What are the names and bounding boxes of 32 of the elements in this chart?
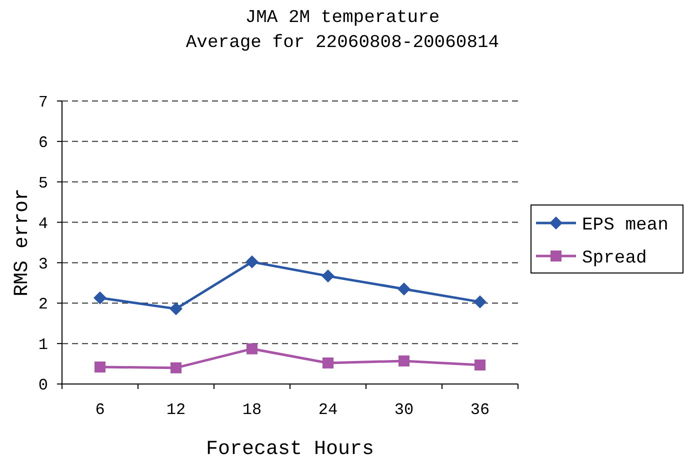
point <box>170 302 182 316</box>
x-tick-label: 6 <box>95 401 105 419</box>
y-tick-label: 5 <box>38 174 48 192</box>
point <box>94 362 106 373</box>
x-tick-label: 36 <box>470 401 490 419</box>
point <box>170 362 182 374</box>
point <box>322 357 334 368</box>
point <box>322 270 334 283</box>
y-tick-label: 4 <box>38 214 48 233</box>
x-tick-label: 30 <box>394 401 414 419</box>
legend-label: EPS mean <box>582 215 668 236</box>
x-tick-label: 18 <box>242 401 262 419</box>
chart-title: JMA 2M temperature <box>245 8 440 28</box>
point <box>474 360 486 370</box>
point <box>246 255 258 268</box>
y-tick-label: 3 <box>38 255 48 274</box>
y-tick-label: 1 <box>38 336 48 354</box>
x-axis-title: Forecast Hours <box>206 438 374 461</box>
point <box>246 343 258 354</box>
chart-subtitle: Average for 22060808-20060814 <box>186 33 500 53</box>
point <box>398 355 410 366</box>
x-tick-label: 24 <box>318 401 338 419</box>
point <box>94 291 106 304</box>
y-axis-title: RMS error <box>11 188 34 297</box>
point <box>398 282 410 296</box>
legend-label: Spread <box>582 248 647 268</box>
y-tick-label: 6 <box>38 134 48 152</box>
x-tick-label: 12 <box>166 401 186 419</box>
y-tick-label: 7 <box>38 94 48 112</box>
y-tick-label: 0 <box>38 376 48 395</box>
y-tick-label: 2 <box>38 296 48 314</box>
point <box>474 295 486 308</box>
